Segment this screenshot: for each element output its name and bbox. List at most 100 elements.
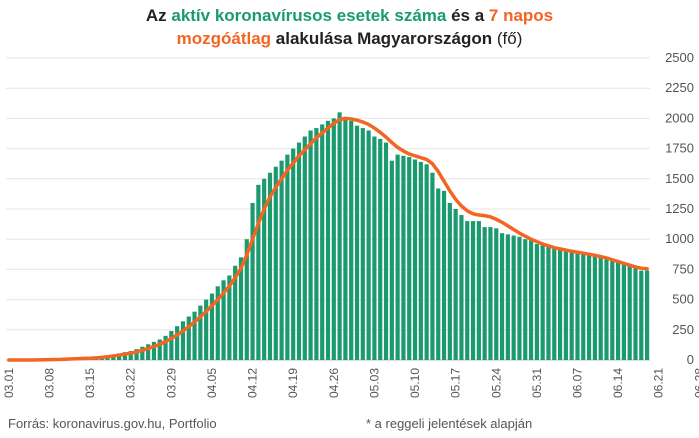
bar (424, 164, 429, 360)
bar (453, 209, 458, 360)
bar (517, 236, 522, 360)
bar (523, 239, 528, 360)
bar (378, 138, 383, 360)
bar (140, 346, 145, 360)
bar (436, 188, 441, 360)
bar (134, 349, 139, 360)
title-unit: (fő) (496, 29, 523, 48)
bar (175, 326, 180, 360)
bar (238, 257, 244, 360)
x-tick-label: 03.08 (43, 368, 57, 398)
x-tick-label: 03.01 (2, 368, 16, 398)
bar (499, 233, 505, 360)
bar (308, 130, 313, 360)
bar (262, 178, 267, 360)
chart-title: Az aktív koronavírusos esetek száma és a… (0, 4, 699, 50)
title-seven-day: 7 napos (488, 6, 554, 25)
bar (470, 221, 476, 360)
title-part-6: alakulása Magyarországon (271, 29, 497, 48)
bar (169, 331, 174, 360)
title-line-2: mozgóátlag alakulása Magyarországon (fő) (0, 27, 699, 50)
x-tick-label: 04.12 (246, 368, 260, 398)
y-tick-label: 750 (672, 261, 694, 276)
y-tick-label: 2500 (665, 50, 694, 65)
bar (482, 227, 487, 360)
bar (447, 202, 452, 360)
x-tick-label: 04.26 (327, 368, 341, 398)
bar (279, 160, 284, 360)
x-tick-label: 04.19 (286, 368, 300, 398)
bar (407, 157, 412, 360)
y-tick-label: 1000 (665, 231, 694, 246)
bar (604, 257, 609, 360)
bar (146, 344, 151, 360)
bar (581, 252, 586, 360)
bar (645, 270, 650, 360)
bar (204, 299, 209, 360)
bar (267, 172, 273, 360)
y-tick-label: 1250 (665, 201, 694, 216)
bar (285, 154, 290, 360)
x-tick-label: 05.17 (449, 368, 463, 398)
x-tick-label: 06.28 (692, 368, 699, 398)
bar (476, 221, 481, 360)
bar (180, 321, 186, 360)
bar (227, 275, 232, 360)
bar (383, 142, 389, 360)
bar (325, 120, 331, 360)
bar (209, 293, 215, 360)
bar (128, 350, 133, 360)
x-tick-label: 05.31 (530, 368, 544, 398)
bar (215, 286, 220, 360)
bar (296, 142, 302, 360)
bar (610, 259, 615, 360)
bar (302, 136, 307, 360)
source-note: Forrás: koronavirus.gov.hu, Portfolio (8, 416, 217, 431)
bar (616, 262, 621, 360)
bar (621, 263, 626, 360)
bar (256, 184, 261, 360)
bar (575, 251, 580, 360)
bar (163, 335, 168, 360)
bar (401, 155, 406, 360)
bar (586, 253, 592, 360)
bar (360, 128, 365, 360)
bar (198, 305, 203, 360)
y-tick-label: 0 (687, 352, 694, 367)
moving-average-series (7, 116, 649, 362)
y-tick-label: 250 (672, 322, 694, 337)
y-tick-label: 500 (672, 292, 694, 307)
title-moving-average: mozgóátlag (176, 29, 272, 48)
bar (528, 240, 534, 360)
bar (488, 227, 493, 360)
bar (192, 311, 197, 360)
bar (546, 246, 551, 360)
bar (633, 268, 638, 360)
bar (122, 352, 128, 360)
bar (389, 160, 394, 360)
bar (627, 265, 632, 360)
bar (186, 316, 191, 360)
x-tick-label: 06.21 (652, 368, 666, 398)
x-tick-label: 05.10 (408, 368, 422, 398)
bar (331, 118, 336, 361)
y-tick-label: 2250 (665, 80, 694, 95)
bar (459, 215, 464, 360)
bar (337, 112, 342, 360)
footnote: * a reggeli jelentések alapján (366, 416, 533, 431)
bar (366, 130, 371, 360)
x-tick-label: 06.14 (611, 368, 625, 398)
x-tick-label: 03.15 (83, 368, 97, 398)
x-tick-label: 06.07 (571, 368, 585, 398)
bar-series (30, 112, 650, 361)
bar (592, 254, 597, 360)
bar (563, 248, 568, 360)
bar (372, 136, 377, 360)
bar (534, 244, 539, 360)
title-part-3: és a (446, 6, 489, 25)
bar (354, 125, 360, 360)
bar (540, 245, 545, 360)
bar (430, 172, 435, 360)
x-tick-label: 03.22 (124, 368, 138, 398)
